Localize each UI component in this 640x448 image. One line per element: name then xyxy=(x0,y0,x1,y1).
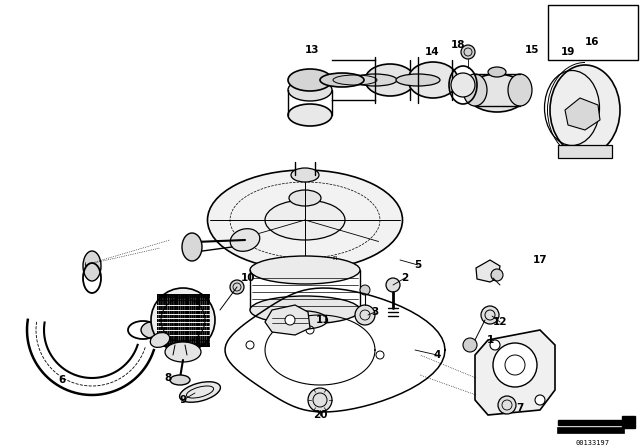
Text: 17: 17 xyxy=(532,255,547,265)
Polygon shape xyxy=(558,416,635,428)
Ellipse shape xyxy=(288,79,332,101)
Text: 14: 14 xyxy=(425,47,439,57)
Ellipse shape xyxy=(463,74,487,106)
Ellipse shape xyxy=(165,342,201,362)
Text: 15: 15 xyxy=(525,45,540,55)
Bar xyxy=(557,427,624,433)
Text: 20: 20 xyxy=(313,410,327,420)
Ellipse shape xyxy=(250,296,360,324)
Text: 4: 4 xyxy=(433,350,441,360)
Text: 16: 16 xyxy=(585,37,599,47)
Circle shape xyxy=(386,278,400,292)
Ellipse shape xyxy=(83,251,101,281)
Ellipse shape xyxy=(150,332,170,347)
Text: n: n xyxy=(333,255,337,261)
Ellipse shape xyxy=(250,256,360,284)
Text: 18: 18 xyxy=(451,40,465,50)
Circle shape xyxy=(151,288,215,352)
Text: 13: 13 xyxy=(305,45,319,55)
Circle shape xyxy=(461,45,475,59)
Ellipse shape xyxy=(207,170,403,270)
Circle shape xyxy=(308,388,332,412)
Text: 5: 5 xyxy=(414,260,422,270)
Text: 7: 7 xyxy=(516,403,524,413)
Text: 6: 6 xyxy=(58,375,66,385)
Ellipse shape xyxy=(289,190,321,206)
Bar xyxy=(548,5,638,60)
Ellipse shape xyxy=(396,74,440,86)
Circle shape xyxy=(451,73,475,97)
Circle shape xyxy=(493,343,537,387)
Circle shape xyxy=(481,306,499,324)
Ellipse shape xyxy=(141,321,171,339)
Ellipse shape xyxy=(288,104,332,126)
Circle shape xyxy=(491,269,503,281)
Ellipse shape xyxy=(488,67,506,77)
Text: 10: 10 xyxy=(241,273,255,283)
Ellipse shape xyxy=(550,65,620,155)
Ellipse shape xyxy=(282,311,328,329)
Text: 12: 12 xyxy=(493,317,508,327)
Ellipse shape xyxy=(288,69,332,91)
Text: 00133197: 00133197 xyxy=(576,440,610,446)
Ellipse shape xyxy=(291,168,319,182)
Polygon shape xyxy=(565,98,600,130)
Circle shape xyxy=(463,338,477,352)
Circle shape xyxy=(230,280,244,294)
Ellipse shape xyxy=(182,233,202,261)
Ellipse shape xyxy=(230,228,260,251)
Ellipse shape xyxy=(180,382,220,402)
Ellipse shape xyxy=(265,200,345,240)
Text: 9: 9 xyxy=(179,395,187,405)
Text: 8: 8 xyxy=(164,373,172,383)
Ellipse shape xyxy=(408,62,458,98)
Ellipse shape xyxy=(353,74,397,86)
Circle shape xyxy=(498,396,516,414)
Circle shape xyxy=(285,315,295,325)
Polygon shape xyxy=(558,145,612,158)
Polygon shape xyxy=(476,260,500,282)
Ellipse shape xyxy=(508,74,532,106)
Polygon shape xyxy=(265,305,310,335)
Ellipse shape xyxy=(320,73,364,87)
Ellipse shape xyxy=(467,74,527,112)
Ellipse shape xyxy=(170,375,190,385)
Ellipse shape xyxy=(365,64,415,96)
Circle shape xyxy=(535,395,545,405)
Text: 11: 11 xyxy=(316,315,330,325)
Text: 3: 3 xyxy=(371,307,379,317)
Circle shape xyxy=(360,285,370,295)
Polygon shape xyxy=(475,330,555,415)
Circle shape xyxy=(355,305,375,325)
Circle shape xyxy=(490,340,500,350)
Text: 1: 1 xyxy=(486,335,493,345)
Text: 19: 19 xyxy=(561,47,575,57)
Text: 2: 2 xyxy=(401,273,408,283)
